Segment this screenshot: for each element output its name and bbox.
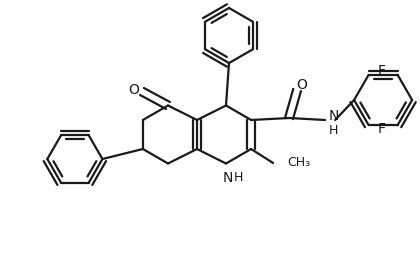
Text: F: F bbox=[378, 122, 386, 136]
Text: O: O bbox=[129, 83, 139, 96]
Text: N: N bbox=[223, 171, 233, 184]
Text: H: H bbox=[234, 171, 243, 184]
Text: N: N bbox=[329, 109, 339, 123]
Text: O: O bbox=[297, 78, 307, 92]
Text: H: H bbox=[329, 124, 339, 136]
Text: CH₃: CH₃ bbox=[287, 155, 310, 168]
Text: F: F bbox=[378, 64, 386, 78]
